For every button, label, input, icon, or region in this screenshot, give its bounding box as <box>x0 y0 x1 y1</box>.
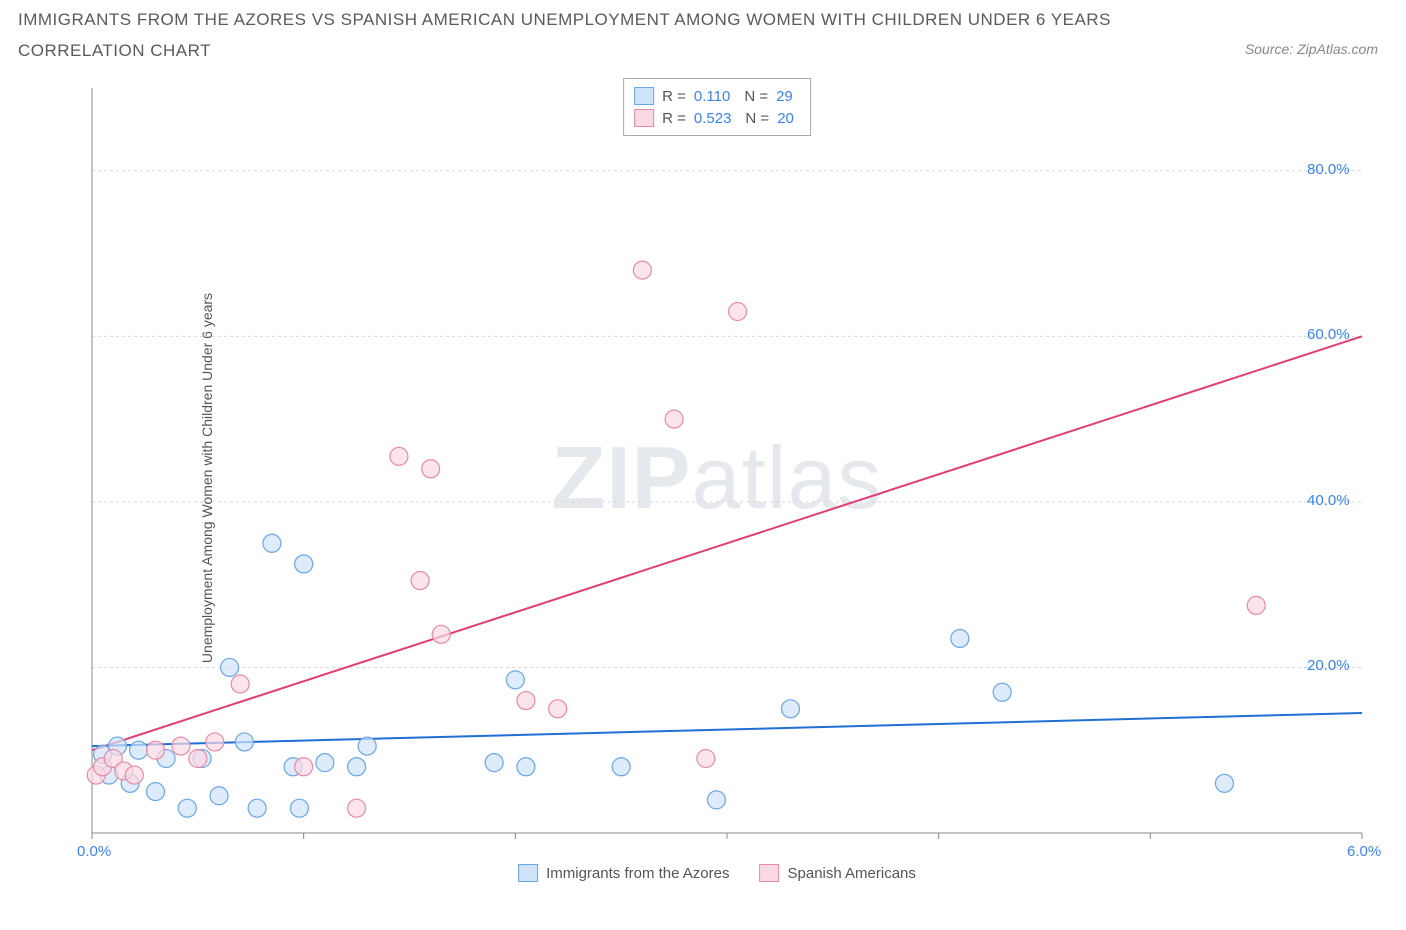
r-value: 0.110 <box>694 88 730 105</box>
data-point-spanish <box>633 261 651 279</box>
data-point-spanish <box>411 572 429 590</box>
series-legend-item: Spanish Americans <box>760 864 916 882</box>
n-value: 29 <box>776 88 793 105</box>
data-point-azores <box>707 791 725 809</box>
legend-swatch <box>518 864 538 882</box>
series-legend-label: Spanish Americans <box>788 865 916 882</box>
data-point-azores <box>130 741 148 759</box>
data-point-azores <box>210 787 228 805</box>
stats-legend-row: R = 0.523 N = 20 <box>634 107 800 129</box>
data-point-azores <box>348 758 366 776</box>
data-point-spanish <box>665 410 683 428</box>
data-point-azores <box>612 758 630 776</box>
n-label: N = <box>745 110 769 127</box>
r-label: R = <box>662 110 686 127</box>
correlation-chart: Unemployment Among Women with Children U… <box>52 78 1382 878</box>
legend-swatch <box>634 87 654 105</box>
data-point-spanish <box>390 447 408 465</box>
data-point-azores <box>221 658 239 676</box>
data-point-spanish <box>1247 596 1265 614</box>
r-value: 0.523 <box>694 110 732 127</box>
data-point-azores <box>358 737 376 755</box>
data-point-azores <box>147 783 165 801</box>
r-label: R = <box>662 88 686 105</box>
y-tick-label: 40.0% <box>1307 492 1350 509</box>
stats-legend-row: R = 0.110 N = 29 <box>634 85 800 107</box>
data-point-azores <box>290 799 308 817</box>
data-point-azores <box>1215 774 1233 792</box>
data-point-azores <box>263 534 281 552</box>
x-tick-label: 6.0% <box>1347 843 1381 860</box>
source-attribution: Source: ZipAtlas.com <box>1245 41 1378 57</box>
data-point-azores <box>248 799 266 817</box>
series-legend-item: Immigrants from the Azores <box>518 864 729 882</box>
y-tick-label: 80.0% <box>1307 161 1350 178</box>
data-point-azores <box>782 700 800 718</box>
legend-swatch <box>760 864 780 882</box>
data-point-spanish <box>729 303 747 321</box>
data-point-spanish <box>189 750 207 768</box>
data-point-spanish <box>422 460 440 478</box>
data-point-azores <box>506 671 524 689</box>
data-point-spanish <box>697 750 715 768</box>
chart-title-line2: CORRELATION CHART <box>18 41 211 61</box>
chart-title-line1: IMMIGRANTS FROM THE AZORES VS SPANISH AM… <box>18 10 1111 30</box>
chart-svg <box>52 78 1382 878</box>
data-point-spanish <box>172 737 190 755</box>
trend-line-spanish <box>92 336 1362 750</box>
data-point-azores <box>178 799 196 817</box>
n-value: 20 <box>777 110 794 127</box>
data-point-spanish <box>125 766 143 784</box>
series-legend: Immigrants from the Azores Spanish Americ… <box>518 864 916 882</box>
data-point-spanish <box>231 675 249 693</box>
data-point-spanish <box>517 692 535 710</box>
data-point-azores <box>235 733 253 751</box>
data-point-azores <box>951 629 969 647</box>
data-point-azores <box>316 754 334 772</box>
data-point-spanish <box>432 625 450 643</box>
trend-line-azores <box>92 713 1362 746</box>
data-point-azores <box>295 555 313 573</box>
stats-legend: R = 0.110 N = 29 R = 0.523 N = 20 <box>623 78 811 136</box>
n-label: N = <box>744 88 768 105</box>
x-tick-label: 0.0% <box>77 843 111 860</box>
data-point-azores <box>485 754 503 772</box>
data-point-spanish <box>549 700 567 718</box>
legend-swatch <box>634 109 654 127</box>
data-point-spanish <box>147 741 165 759</box>
data-point-azores <box>993 683 1011 701</box>
y-tick-label: 60.0% <box>1307 326 1350 343</box>
data-point-spanish <box>348 799 366 817</box>
data-point-azores <box>517 758 535 776</box>
y-tick-label: 20.0% <box>1307 657 1350 674</box>
data-point-spanish <box>206 733 224 751</box>
series-legend-label: Immigrants from the Azores <box>546 865 729 882</box>
data-point-spanish <box>295 758 313 776</box>
